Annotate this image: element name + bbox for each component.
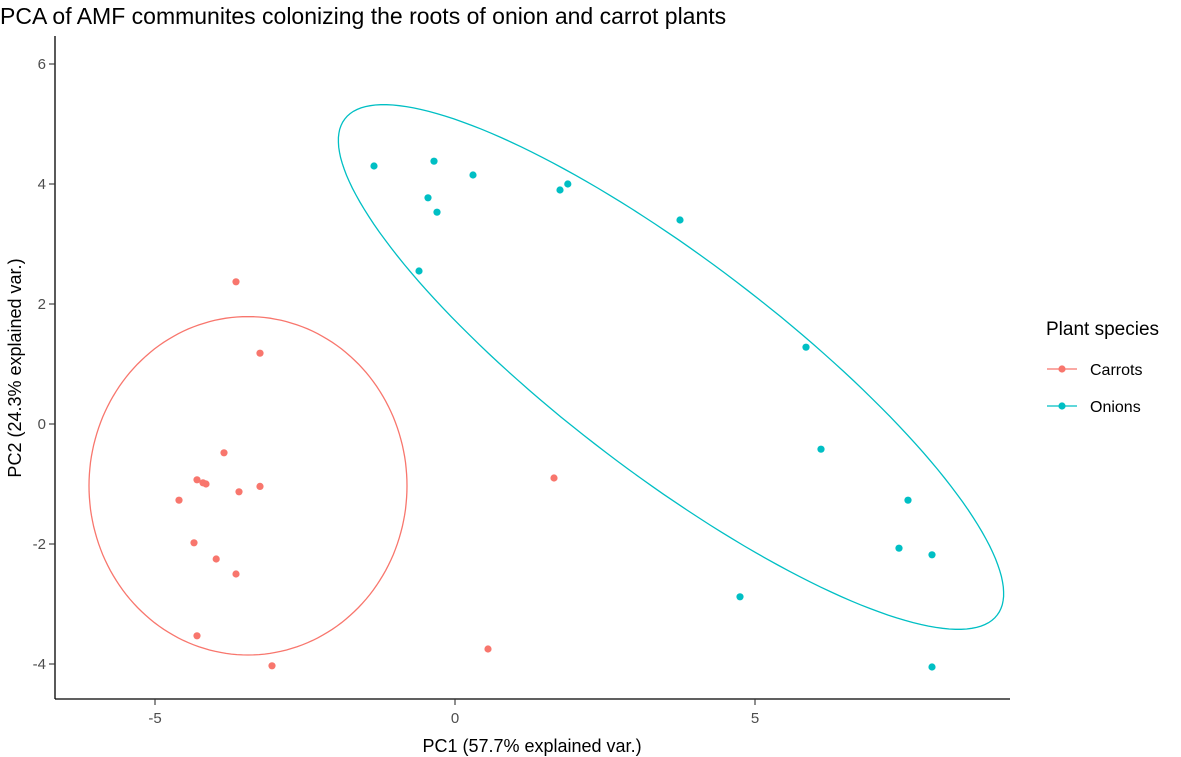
confidence-ellipse-carrots — [88, 315, 408, 656]
x-tick-label: -5 — [148, 710, 161, 727]
data-point-onions — [895, 544, 903, 552]
data-point-carrots — [212, 555, 220, 563]
data-point-onions — [904, 496, 912, 504]
data-point-carrots — [484, 645, 492, 653]
data-point-carrots — [232, 570, 240, 578]
x-tick-label: 5 — [751, 710, 759, 727]
y-tick-label: -2 — [33, 536, 46, 553]
tick-marks: -5 0 5 -4 -2 0 2 4 6 — [33, 56, 760, 727]
y-tick-label: 4 — [38, 176, 46, 193]
data-point-carrots — [190, 539, 198, 547]
data-point-carrots — [550, 474, 558, 482]
data-point-carrots — [220, 449, 228, 457]
data-point-onions — [430, 157, 438, 165]
data-point-carrots — [175, 496, 183, 504]
y-tick-label: 2 — [38, 296, 46, 313]
data-point-carrots — [256, 349, 264, 357]
legend-label-onions: Onions — [1090, 399, 1141, 416]
x-axis-title: PC1 (57.7% explained var.) — [422, 736, 641, 756]
data-point-onions — [928, 663, 936, 671]
y-tick-label: 0 — [38, 416, 46, 433]
legend-key-point — [1058, 402, 1066, 410]
data-point-onions — [676, 216, 684, 224]
data-point-onions — [556, 186, 564, 194]
data-point-onions — [928, 551, 936, 559]
data-point-onions — [424, 194, 432, 202]
data-point-onions — [802, 343, 810, 351]
confidence-ellipse-onions — [337, 104, 1005, 630]
data-point-carrots — [235, 488, 243, 496]
data-point-onions — [370, 162, 378, 170]
x-tick-label: 0 — [451, 710, 459, 727]
data-point-carrots — [202, 480, 210, 488]
data-point-onions — [564, 180, 572, 188]
data-point-onions — [736, 593, 744, 601]
data-point-onions — [433, 208, 441, 216]
data-point-onions — [817, 445, 825, 453]
plot-area — [88, 104, 1005, 671]
legend-title: Plant species — [1046, 319, 1159, 340]
data-point-carrots — [232, 278, 240, 286]
chart-title: PCA of AMF communites colonizing the roo… — [0, 3, 726, 29]
legend-label-carrots: Carrots — [1090, 362, 1142, 379]
y-tick-label: 6 — [38, 56, 46, 73]
y-tick-label: -4 — [33, 656, 46, 673]
legend: Plant species Carrots Onions — [1046, 319, 1159, 416]
data-point-carrots — [268, 662, 276, 670]
data-point-carrots — [193, 632, 201, 640]
y-axis-title: PC2 (24.3% explained var.) — [5, 258, 25, 477]
data-point-carrots — [193, 476, 201, 484]
data-point-onions — [469, 171, 477, 179]
legend-key-point — [1058, 365, 1066, 373]
data-point-carrots — [256, 482, 264, 490]
data-point-onions — [415, 267, 423, 275]
axes — [54, 36, 1010, 700]
